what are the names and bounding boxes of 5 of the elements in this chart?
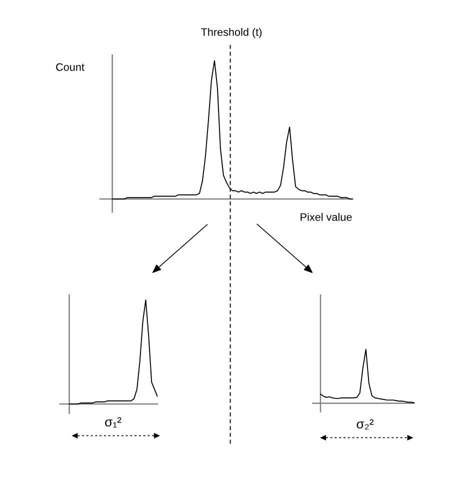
x-axis-title: σ₂² bbox=[356, 419, 374, 430]
x-axis-title: σ₁² bbox=[105, 417, 122, 428]
x-axis-title: Pixel value bbox=[300, 212, 352, 221]
y-axis-title: Count bbox=[56, 63, 84, 71]
text: Threshold (t) bbox=[201, 28, 262, 38]
